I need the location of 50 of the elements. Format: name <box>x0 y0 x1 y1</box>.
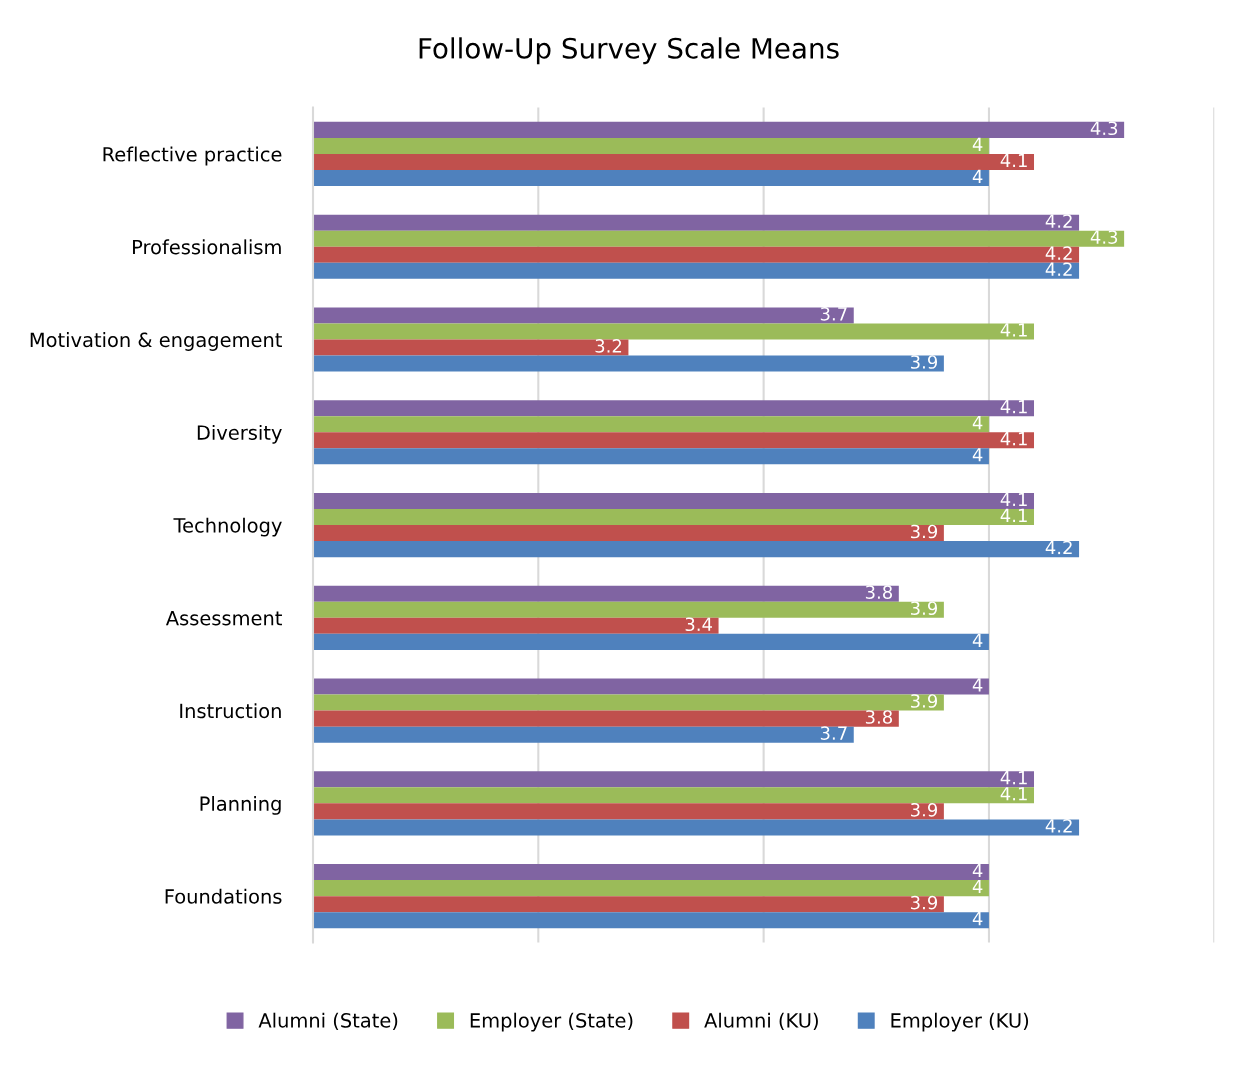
data-label: 4 <box>972 633 983 647</box>
data-label: 4 <box>972 879 983 894</box>
y-tick-label: Foundations <box>165 888 282 904</box>
data-label: 3.8 <box>865 585 893 599</box>
data-label: 3.7 <box>820 307 847 321</box>
data-label: 4 <box>972 912 983 926</box>
data-label: 3.9 <box>910 802 938 817</box>
data-label: 4.1 <box>1000 432 1027 446</box>
data-label: 4.1 <box>1000 787 1027 801</box>
y-tick-label: Reflective practice <box>103 146 282 166</box>
data-label: 4.1 <box>1000 508 1027 522</box>
data-label: 4.3 <box>1090 121 1118 136</box>
legend-label: Alumni (State) <box>258 1012 398 1031</box>
data-label: 3.9 <box>910 694 938 708</box>
data-label: 4 <box>972 137 983 151</box>
data-label: 4.1 <box>1000 153 1027 167</box>
data-label: 4.1 <box>1000 323 1027 337</box>
data-label: 4 <box>972 678 983 692</box>
data-label: 4.3 <box>1090 230 1118 244</box>
data-label: 3.8 <box>865 710 893 724</box>
legend-label: Employer (State) <box>470 1012 633 1032</box>
data-label: 3.7 <box>820 726 847 740</box>
data-label: 4 <box>972 448 983 462</box>
y-tick-label: Motivation & engagement <box>30 332 282 351</box>
data-label: 3.4 <box>685 617 712 632</box>
data-label: 4.1 <box>1000 771 1027 785</box>
data-label: 3.9 <box>910 895 938 910</box>
data-label: 3.9 <box>910 524 938 539</box>
y-tick-label: Assessment <box>165 611 282 626</box>
data-label: 3.2 <box>595 339 622 353</box>
data-label: 3.9 <box>910 601 938 616</box>
y-tick-label: Planning <box>200 795 281 815</box>
data-label: 4.1 <box>1000 400 1027 414</box>
data-label: 4.2 <box>1045 262 1072 276</box>
data-label: 4.2 <box>1045 246 1072 260</box>
y-tick-label: Instruction <box>180 703 281 719</box>
y-tick-label: Technology <box>173 517 282 537</box>
data-label: 4 <box>972 169 983 184</box>
data-label: 4.2 <box>1045 540 1072 555</box>
legend-label: Alumni (KU) <box>704 1012 818 1031</box>
data-label: 3.9 <box>910 355 938 369</box>
data-label: 4.1 <box>1000 492 1027 506</box>
data-label: 4.2 <box>1045 819 1072 833</box>
data-label: 4 <box>972 863 983 878</box>
y-tick-label: Professionalism <box>133 239 281 255</box>
legend-label: Employer (KU) <box>891 1012 1029 1032</box>
data-label: 4 <box>972 416 983 430</box>
chart-title: Follow-Up Survey Scale Means <box>419 37 839 65</box>
y-tick-label: Diversity <box>197 424 282 444</box>
data-label: 4.2 <box>1045 214 1072 228</box>
